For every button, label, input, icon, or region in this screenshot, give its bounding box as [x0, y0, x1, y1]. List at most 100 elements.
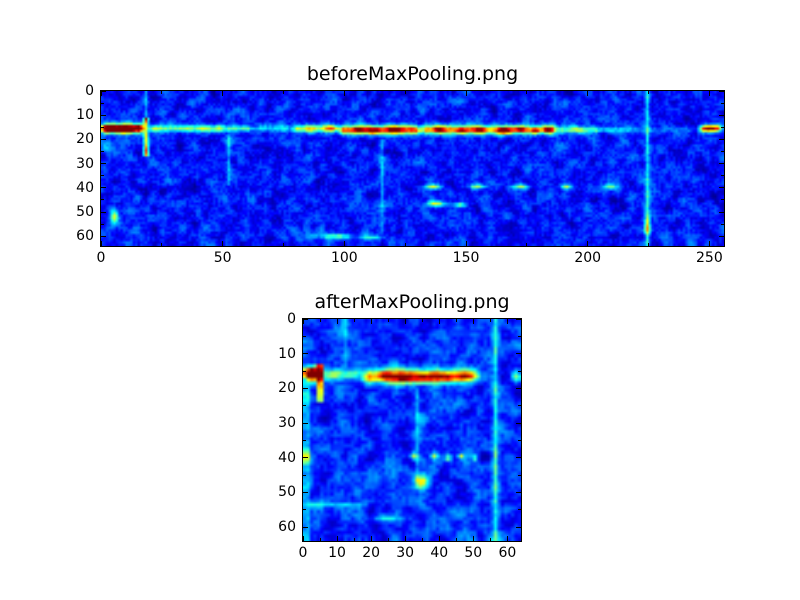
x-major-tick-mark — [222, 241, 224, 246]
y-major-tick-mark — [719, 211, 724, 213]
y-minor-tick-mark — [303, 370, 306, 372]
y-minor-tick-mark — [721, 102, 724, 104]
y-minor-tick-mark — [518, 474, 521, 476]
y-major-tick-mark — [101, 187, 106, 189]
x-tick-label: 50 — [464, 545, 483, 561]
y-major-tick-mark — [719, 235, 724, 237]
y-major-tick-mark — [516, 457, 521, 459]
x-major-tick-mark — [465, 91, 467, 96]
x-major-tick-mark — [343, 91, 345, 96]
y-tick-label: 20 — [278, 380, 296, 397]
x-major-tick-mark — [336, 536, 338, 541]
x-minor-tick-mark — [353, 538, 355, 541]
y-minor-tick-mark — [101, 175, 104, 177]
y-minor-tick-mark — [303, 335, 306, 337]
y-major-tick-mark — [303, 491, 308, 493]
y-major-tick-mark — [303, 457, 308, 459]
y-minor-tick-mark — [101, 126, 104, 128]
before-title: beforeMaxPooling.png — [306, 63, 519, 86]
x-major-tick-mark — [708, 241, 710, 246]
x-tick-label: 60 — [498, 545, 517, 561]
x-major-tick-mark — [506, 536, 508, 541]
y-major-tick-mark — [516, 318, 521, 320]
y-major-tick-mark — [101, 211, 106, 213]
x-tick-label: 0 — [96, 250, 106, 266]
y-major-tick-mark — [101, 138, 106, 140]
x-minor-tick-mark — [648, 243, 650, 246]
x-minor-tick-mark — [404, 243, 406, 246]
x-major-tick-mark — [222, 91, 224, 96]
x-minor-tick-mark — [526, 243, 528, 246]
x-minor-tick-mark — [648, 91, 650, 94]
y-minor-tick-mark — [721, 223, 724, 225]
y-tick-label: 0 — [85, 83, 94, 99]
x-major-tick-mark — [404, 536, 406, 541]
x-major-tick-mark — [438, 536, 440, 541]
y-minor-tick-mark — [721, 126, 724, 128]
y-major-tick-mark — [516, 526, 521, 528]
x-major-tick-mark — [708, 91, 710, 96]
after-heatmap-canvas — [303, 319, 521, 541]
y-minor-tick-mark — [303, 509, 306, 511]
x-minor-tick-mark — [455, 319, 457, 322]
y-major-tick-mark — [719, 114, 724, 116]
x-major-tick-mark — [587, 91, 589, 96]
y-major-tick-mark — [719, 187, 724, 189]
after-title: afterMaxPooling.png — [314, 291, 510, 314]
y-major-tick-mark — [516, 353, 521, 355]
y-minor-tick-mark — [303, 405, 306, 407]
y-tick-label: 40 — [278, 449, 296, 466]
x-major-tick-mark — [438, 319, 440, 324]
y-minor-tick-mark — [303, 439, 306, 441]
x-minor-tick-mark — [161, 243, 163, 246]
y-major-tick-mark — [303, 353, 308, 355]
x-tick-label: 10 — [328, 545, 346, 561]
y-tick-label: 20 — [76, 131, 94, 148]
y-tick-label: 50 — [278, 484, 296, 501]
x-major-tick-mark — [587, 241, 589, 246]
y-major-tick-mark — [303, 387, 308, 389]
x-major-tick-mark — [506, 319, 508, 324]
x-minor-tick-mark — [283, 243, 285, 246]
x-tick-label: 30 — [396, 545, 415, 561]
y-major-tick-mark — [719, 90, 724, 92]
x-major-tick-mark — [302, 319, 304, 324]
y-tick-label: 50 — [76, 204, 94, 221]
x-tick-label: 50 — [213, 250, 232, 266]
y-tick-label: 60 — [76, 228, 94, 245]
y-major-tick-mark — [101, 235, 106, 237]
x-tick-label: 20 — [362, 545, 381, 561]
after-axes: afterMaxPooling.png 0 10 20 30 40 50 60 0 10 20 30… — [278, 292, 522, 560]
y-minor-tick-mark — [721, 151, 724, 153]
y-minor-tick-mark — [518, 405, 521, 407]
y-tick-label: 30 — [76, 155, 94, 172]
x-minor-tick-mark — [404, 91, 406, 94]
x-major-tick-mark — [472, 536, 474, 541]
x-minor-tick-mark — [489, 538, 491, 541]
x-major-tick-mark — [336, 319, 338, 324]
x-minor-tick-mark — [319, 538, 321, 541]
y-minor-tick-mark — [101, 151, 104, 153]
y-major-tick-mark — [101, 163, 106, 165]
y-major-tick-mark — [516, 387, 521, 389]
y-major-tick-mark — [303, 422, 308, 424]
x-major-tick-mark — [404, 319, 406, 324]
y-major-tick-mark — [719, 163, 724, 165]
x-minor-tick-mark — [161, 91, 163, 94]
x-minor-tick-mark — [283, 91, 285, 94]
y-major-tick-mark — [303, 318, 308, 320]
y-minor-tick-mark — [101, 223, 104, 225]
x-major-tick-mark — [465, 241, 467, 246]
y-tick-label: 40 — [76, 179, 94, 196]
x-minor-tick-mark — [455, 538, 457, 541]
y-major-tick-mark — [719, 138, 724, 140]
x-major-tick-mark — [100, 241, 102, 246]
x-major-tick-mark — [343, 241, 345, 246]
y-minor-tick-mark — [518, 335, 521, 337]
y-minor-tick-mark — [303, 474, 306, 476]
x-minor-tick-mark — [387, 319, 389, 322]
x-major-tick-mark — [370, 319, 372, 324]
y-minor-tick-mark — [518, 370, 521, 372]
x-major-tick-mark — [100, 91, 102, 96]
